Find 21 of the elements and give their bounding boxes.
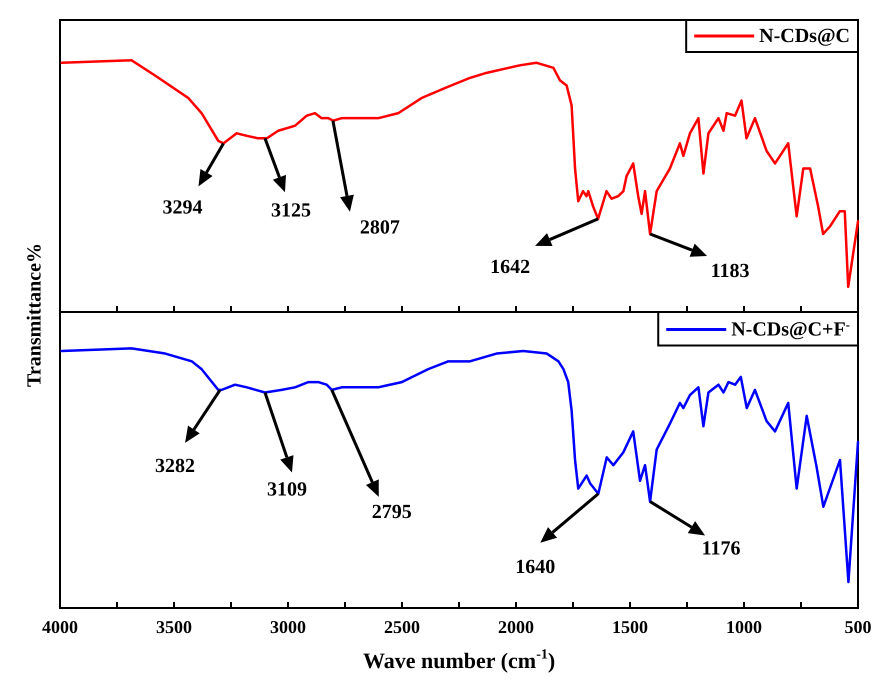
annotation: 1642 — [490, 256, 530, 278]
y-axis-title: Transmittance% — [24, 242, 46, 388]
x-tick-label: 2500 — [384, 617, 420, 637]
x-tick-label: 1500 — [612, 617, 648, 637]
legend-label: N-CDs@C — [759, 25, 850, 47]
x-tick-label: 3000 — [270, 617, 306, 637]
annotation: 1640 — [515, 556, 556, 578]
x-tick-label: 3500 — [156, 617, 192, 637]
x-tick-label: 500 — [844, 617, 872, 637]
legend-label: N-CDs@C+F- — [731, 317, 850, 340]
annotation: 3125 — [270, 199, 311, 222]
annotation: 3294 — [162, 196, 202, 218]
annotation: 3109 — [266, 478, 307, 500]
x-tick-label: 1000 — [726, 617, 762, 637]
annotation: 2795 — [372, 500, 412, 523]
annotation: 1183 — [710, 260, 750, 282]
annotation: 1176 — [702, 538, 741, 560]
annotation: 2807 — [360, 216, 400, 239]
x-tick-label: 2000 — [498, 617, 534, 637]
annotation: 3282 — [155, 454, 196, 477]
x-tick-label: 4000 — [42, 617, 78, 637]
